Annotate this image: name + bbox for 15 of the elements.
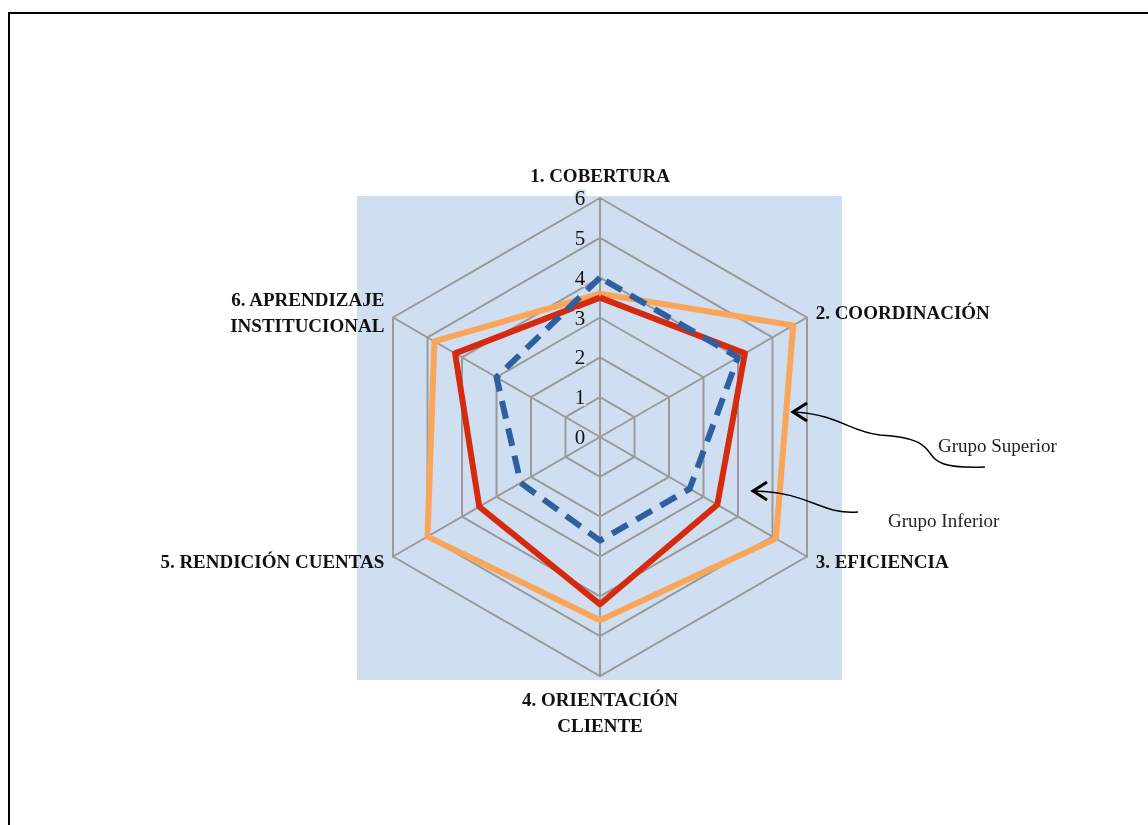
spoke-label: 5. RENDICIÓN CUENTAS xyxy=(160,551,385,572)
spoke-label: 6. APRENDIZAJE INSTITUCIONAL xyxy=(230,289,385,336)
text: Grupo Inferior xyxy=(888,510,1000,531)
y-tick-label: 2 xyxy=(574,345,586,370)
spoke-label: 1. COBERTURA xyxy=(530,164,671,186)
y-tick-label: 0 xyxy=(574,425,586,449)
y-tick-label: 4 xyxy=(574,265,586,290)
spoke-label: 2. COORDINACIÓN xyxy=(815,302,991,323)
y-tick-label: 1 xyxy=(574,385,586,410)
spoke-label: 4. ORIENTACIÓN CLIENTE xyxy=(522,688,679,736)
y-tick-label: 5 xyxy=(574,225,586,250)
y-tick-label: 6 xyxy=(574,186,586,210)
spoke-label: 3. EFICIENCIA xyxy=(815,551,949,572)
text: Grupo Superior xyxy=(938,435,1058,456)
y-tick-label: 3 xyxy=(574,305,586,330)
